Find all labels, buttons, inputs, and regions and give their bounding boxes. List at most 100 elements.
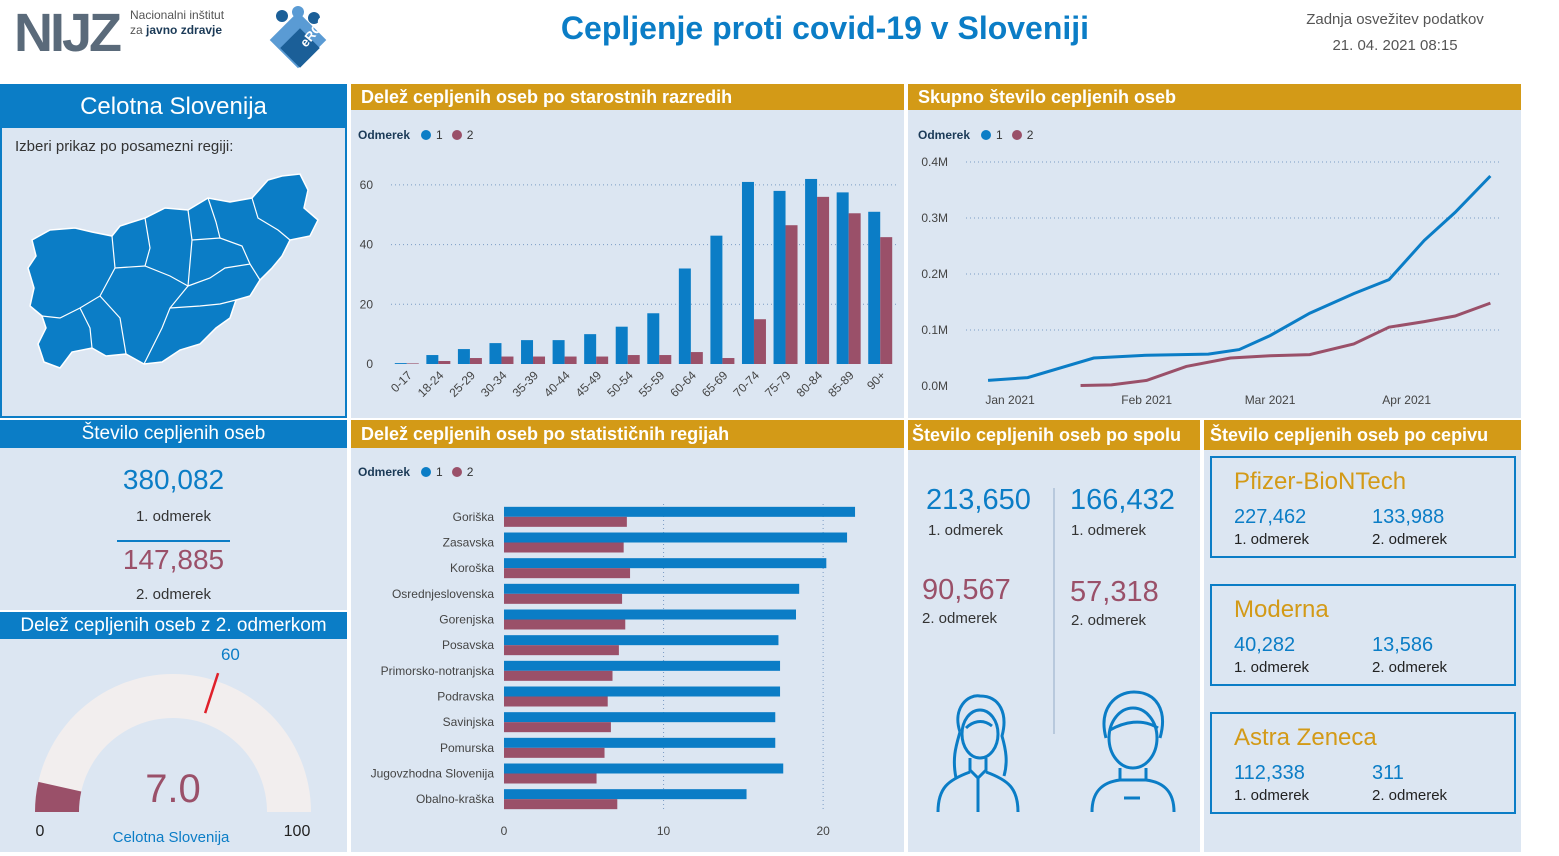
gauge-chart: 60 7.0 0 100 Celotna Slovenija — [35, 645, 311, 846]
x-tick-label: 0 — [501, 824, 508, 838]
bar-dose2 — [504, 670, 613, 681]
gauge-fill — [35, 781, 82, 812]
slovenia-map[interactable] — [20, 168, 325, 373]
bar-dose2 — [504, 773, 597, 784]
bar-dose1 — [647, 313, 660, 364]
bar-dose2 — [722, 358, 735, 364]
vaccine-dose2-value: 311 — [1372, 762, 1404, 784]
count-dose2-value: 147,885 — [122, 544, 225, 575]
male-dose1-label: 1. odmerek — [1071, 522, 1147, 539]
bar-dose1 — [504, 583, 800, 594]
bar-dose2 — [627, 355, 640, 364]
region-chart-title: Delež cepljenih oseb po statističnih reg… — [351, 420, 904, 448]
bar-dose2 — [504, 568, 631, 579]
bar-dose1 — [426, 355, 439, 364]
legend-title: Odmerek — [358, 128, 411, 142]
vaccine-dose1-value: 40,282 — [1234, 634, 1296, 656]
vaccine-name: Astra Zeneca — [1234, 724, 1377, 751]
count-title: Število cepljenih oseb — [0, 420, 347, 448]
bar-dose2 — [501, 356, 514, 364]
y-tick-label: Jugovzhodna Slovenija — [371, 767, 495, 781]
vaccine-dose1-value: 112,338 — [1234, 762, 1305, 784]
y-tick-label: Koroška — [450, 561, 494, 575]
y-tick-label: 40 — [360, 238, 374, 252]
bar-dose2 — [753, 319, 766, 364]
legend-dot-2 — [1011, 130, 1022, 140]
y-tick-label: 20 — [360, 297, 374, 311]
bar-dose1 — [457, 349, 470, 364]
vaccine-name: Moderna — [1234, 596, 1329, 623]
bar-dose1 — [504, 763, 784, 774]
y-tick-label: 0.0M — [921, 379, 948, 393]
x-tick-label: 45-49 — [573, 368, 605, 400]
vaccine-name: Pfizer-BioNTech — [1234, 468, 1407, 495]
bar-dose2 — [504, 593, 623, 604]
y-tick-label: Posavska — [442, 638, 494, 652]
age-bar-chart: 0 20 40 60 0-17 18-24 25-29 30-34 35-39 40-44 45-4… — [360, 178, 896, 400]
nijz-logo: NIJZ — [14, 6, 122, 60]
male-icon — [1084, 688, 1180, 821]
x-tick-label: 80-84 — [794, 368, 826, 400]
legend-title: Odmerek — [358, 465, 411, 479]
female-dose2-value: 90,567 — [922, 574, 1011, 606]
vaccine-dose2-label: 2. odmerek — [1372, 787, 1448, 804]
legend-label-2: 2 — [466, 465, 474, 479]
y-tick-label: 0.4M — [921, 155, 948, 169]
bar-dose1 — [836, 192, 849, 364]
bar-dose2 — [504, 799, 618, 810]
x-tick-label: 50-54 — [604, 368, 636, 400]
x-tick-label: 70-74 — [730, 368, 762, 400]
gauge-caption: Celotna Slovenija — [113, 829, 230, 846]
x-tick-label: Jan 2021 — [985, 393, 1035, 407]
bar-dose2 — [406, 363, 419, 364]
x-tick-label: Feb 2021 — [1121, 393, 1172, 407]
bar-dose2 — [848, 213, 861, 364]
bar-dose2 — [596, 356, 609, 364]
gauge-target-label: 60 — [221, 645, 240, 664]
bar-dose1 — [504, 660, 781, 671]
total-line-chart: 0.0M 0.1M 0.2M 0.3M 0.4M Jan 2021 Feb 2021 Mar … — [921, 155, 1500, 407]
legend-dot-2 — [451, 467, 462, 477]
x-tick-label: 65-69 — [699, 368, 731, 400]
legend-label-2: 2 — [466, 128, 474, 142]
bar-dose1 — [805, 178, 818, 364]
legend-label-1: 1 — [436, 128, 443, 142]
bar-dose2 — [659, 355, 672, 364]
org-name: Nacionalni inštitut za javno zdravje — [130, 8, 224, 38]
vaccine-title: Število cepljenih oseb po cepivu — [1204, 420, 1521, 450]
female-dose2-label: 2. odmerek — [922, 610, 998, 627]
gauge-target-marker — [203, 672, 220, 714]
male-dose2-value: 57,318 — [1070, 576, 1159, 608]
x-tick-label: 30-34 — [478, 368, 510, 400]
count-divider — [117, 540, 230, 542]
bar-dose1 — [504, 789, 747, 800]
bar-dose1 — [678, 268, 691, 364]
x-tick-label: 20 — [816, 824, 830, 838]
legend-label-1: 1 — [996, 128, 1003, 142]
male-dose1-value: 166,432 — [1070, 484, 1175, 516]
bar-dose1 — [489, 343, 502, 364]
vaccine-dose2-value: 133,988 — [1372, 506, 1445, 528]
x-tick-label: 40-44 — [541, 368, 573, 400]
bar-dose1 — [504, 686, 781, 697]
map-outline[interactable] — [27, 173, 319, 369]
y-tick-label: Osrednjeslovenska — [392, 587, 494, 601]
gauge-max: 100 — [284, 823, 311, 840]
bar-dose2 — [504, 619, 626, 630]
region-bar-chart: 0 10 20 Goriška Zasavska Koroška Osrednjeslove… — [371, 504, 856, 838]
count-dose1-value: 380,082 — [122, 464, 225, 495]
page-title: Cepljenje proti covid-19 v Sloveniji — [560, 10, 1090, 46]
x-tick-label: Mar 2021 — [1245, 393, 1296, 407]
total-chart-title: Skupno število cepljenih oseb — [908, 84, 1521, 110]
y-tick-label: 0.2M — [921, 267, 948, 281]
count-panel — [0, 420, 347, 610]
legend-title: Odmerek — [918, 128, 971, 142]
line-dose2 — [1080, 301, 1491, 387]
vaccine-card-moderna: Moderna 40,282 1. odmerek 13,586 2. odme… — [1210, 584, 1516, 686]
erco-logo: eRCO — [260, 4, 336, 78]
bar-dose1 — [552, 340, 565, 364]
bar-dose2 — [438, 361, 451, 364]
vaccine-dose1-label: 1. odmerek — [1234, 787, 1310, 804]
bar-dose2 — [504, 645, 619, 656]
x-tick-label: 10 — [657, 824, 671, 838]
